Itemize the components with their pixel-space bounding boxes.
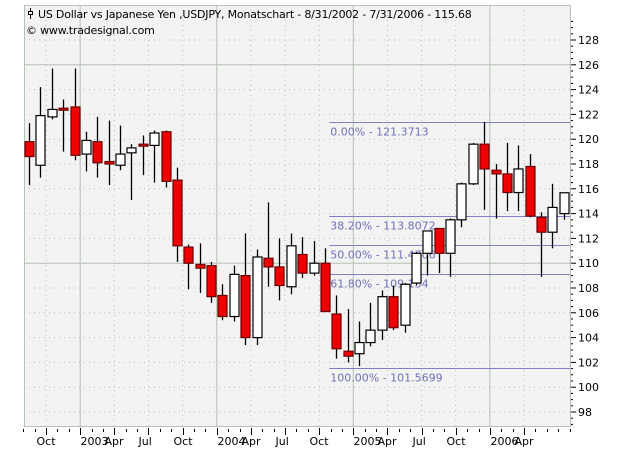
candle-up xyxy=(149,132,160,146)
candle-down xyxy=(217,294,228,318)
candle-up xyxy=(411,252,422,284)
y-tick-label: 108 xyxy=(578,282,599,295)
x-tick-label: Oct xyxy=(174,435,194,448)
candle-down xyxy=(104,160,115,165)
candle-up xyxy=(229,273,240,318)
candle-up xyxy=(47,108,58,118)
x-tick-label: 2005 xyxy=(354,435,382,448)
candle-down xyxy=(24,141,35,158)
candle-up xyxy=(513,168,524,194)
y-tick-label: 114 xyxy=(578,208,599,221)
y-tick-label: 110 xyxy=(578,257,599,270)
candle-up xyxy=(126,147,137,154)
y-tick-label: 102 xyxy=(578,356,599,369)
candle-down xyxy=(502,173,513,194)
candle-down xyxy=(536,216,547,233)
chart-title: US Dollar vs Japanese Yen ,USDJPY, Monat… xyxy=(27,8,472,21)
x-tick-label: Oct xyxy=(37,435,57,448)
candle-down xyxy=(479,143,490,170)
x-tick-label: Apr xyxy=(515,435,535,448)
fib-label: 0.00% - 121.3713 xyxy=(330,126,428,139)
candle-down xyxy=(331,313,342,350)
candle-up xyxy=(400,283,411,326)
candle-up xyxy=(422,230,433,254)
fib-label: 38.20% - 113.8072 xyxy=(330,220,435,233)
candle-down xyxy=(92,141,103,164)
candle-up xyxy=(252,256,263,339)
candle-down xyxy=(525,165,536,217)
y-tick-label: 120 xyxy=(578,133,599,146)
candle-down xyxy=(274,266,285,287)
x-tick-label: 2006 xyxy=(491,435,519,448)
candle-down xyxy=(172,179,183,247)
candle-down xyxy=(240,275,251,339)
x-tick-label: Apr xyxy=(242,435,262,448)
x-tick-label: 2004 xyxy=(218,435,246,448)
fib-label: 50.00% - 111.4706 xyxy=(330,249,435,262)
y-tick-label: 106 xyxy=(578,307,599,320)
x-tick-label: Oct xyxy=(447,435,467,448)
candle-up xyxy=(456,183,467,221)
candle-down xyxy=(388,296,399,329)
candle-down xyxy=(138,143,149,147)
y-tick-label: 122 xyxy=(578,108,599,121)
x-tick-label: Apr xyxy=(105,435,125,448)
x-tick-label: Apr xyxy=(378,435,398,448)
candle-down xyxy=(297,253,308,274)
y-tick-label: 104 xyxy=(578,332,599,345)
candlestick-icon xyxy=(27,8,35,19)
plot-area xyxy=(24,5,570,426)
y-tick-label: 128 xyxy=(578,34,599,47)
y-tick-label: 98 xyxy=(578,406,592,419)
x-tick-label: Jul xyxy=(138,435,152,448)
y-tick-label: 118 xyxy=(578,158,599,171)
x-tick-label: Oct xyxy=(310,435,330,448)
candle-down xyxy=(434,227,445,254)
candle-up xyxy=(81,139,92,155)
x-tick-label: Jul xyxy=(275,435,289,448)
candle-up xyxy=(468,143,479,185)
candle-down xyxy=(491,169,502,175)
y-tick-label: 126 xyxy=(578,59,599,72)
x-tick-label: Jul xyxy=(412,435,426,448)
candle-up xyxy=(354,341,365,355)
candle-down xyxy=(58,107,69,111)
y-tick-label: 100 xyxy=(578,381,599,394)
candle-up xyxy=(547,206,558,233)
candle-up xyxy=(286,245,297,288)
y-tick-label: 116 xyxy=(578,183,599,196)
candle-up xyxy=(35,115,46,166)
candle-up xyxy=(365,329,376,344)
candle-up xyxy=(309,262,320,274)
candle-down xyxy=(343,350,354,357)
candle-down xyxy=(195,263,206,269)
candle-up xyxy=(445,219,456,254)
candle-up xyxy=(559,192,570,215)
fib-label: 100.00% - 101.5699 xyxy=(330,372,442,385)
candle-down xyxy=(183,246,194,264)
y-tick-label: 124 xyxy=(578,84,599,97)
candle-down xyxy=(206,265,217,298)
candle-up xyxy=(377,296,388,331)
x-tick-label: 2003 xyxy=(81,435,109,448)
copyright-text: © www.tradesignal.com xyxy=(26,24,155,37)
candle-up xyxy=(115,153,126,166)
candle-down xyxy=(263,257,274,268)
y-tick-label: 112 xyxy=(578,232,599,245)
candle-down xyxy=(161,131,172,182)
candle-down xyxy=(320,262,331,313)
candle-down xyxy=(70,106,81,156)
